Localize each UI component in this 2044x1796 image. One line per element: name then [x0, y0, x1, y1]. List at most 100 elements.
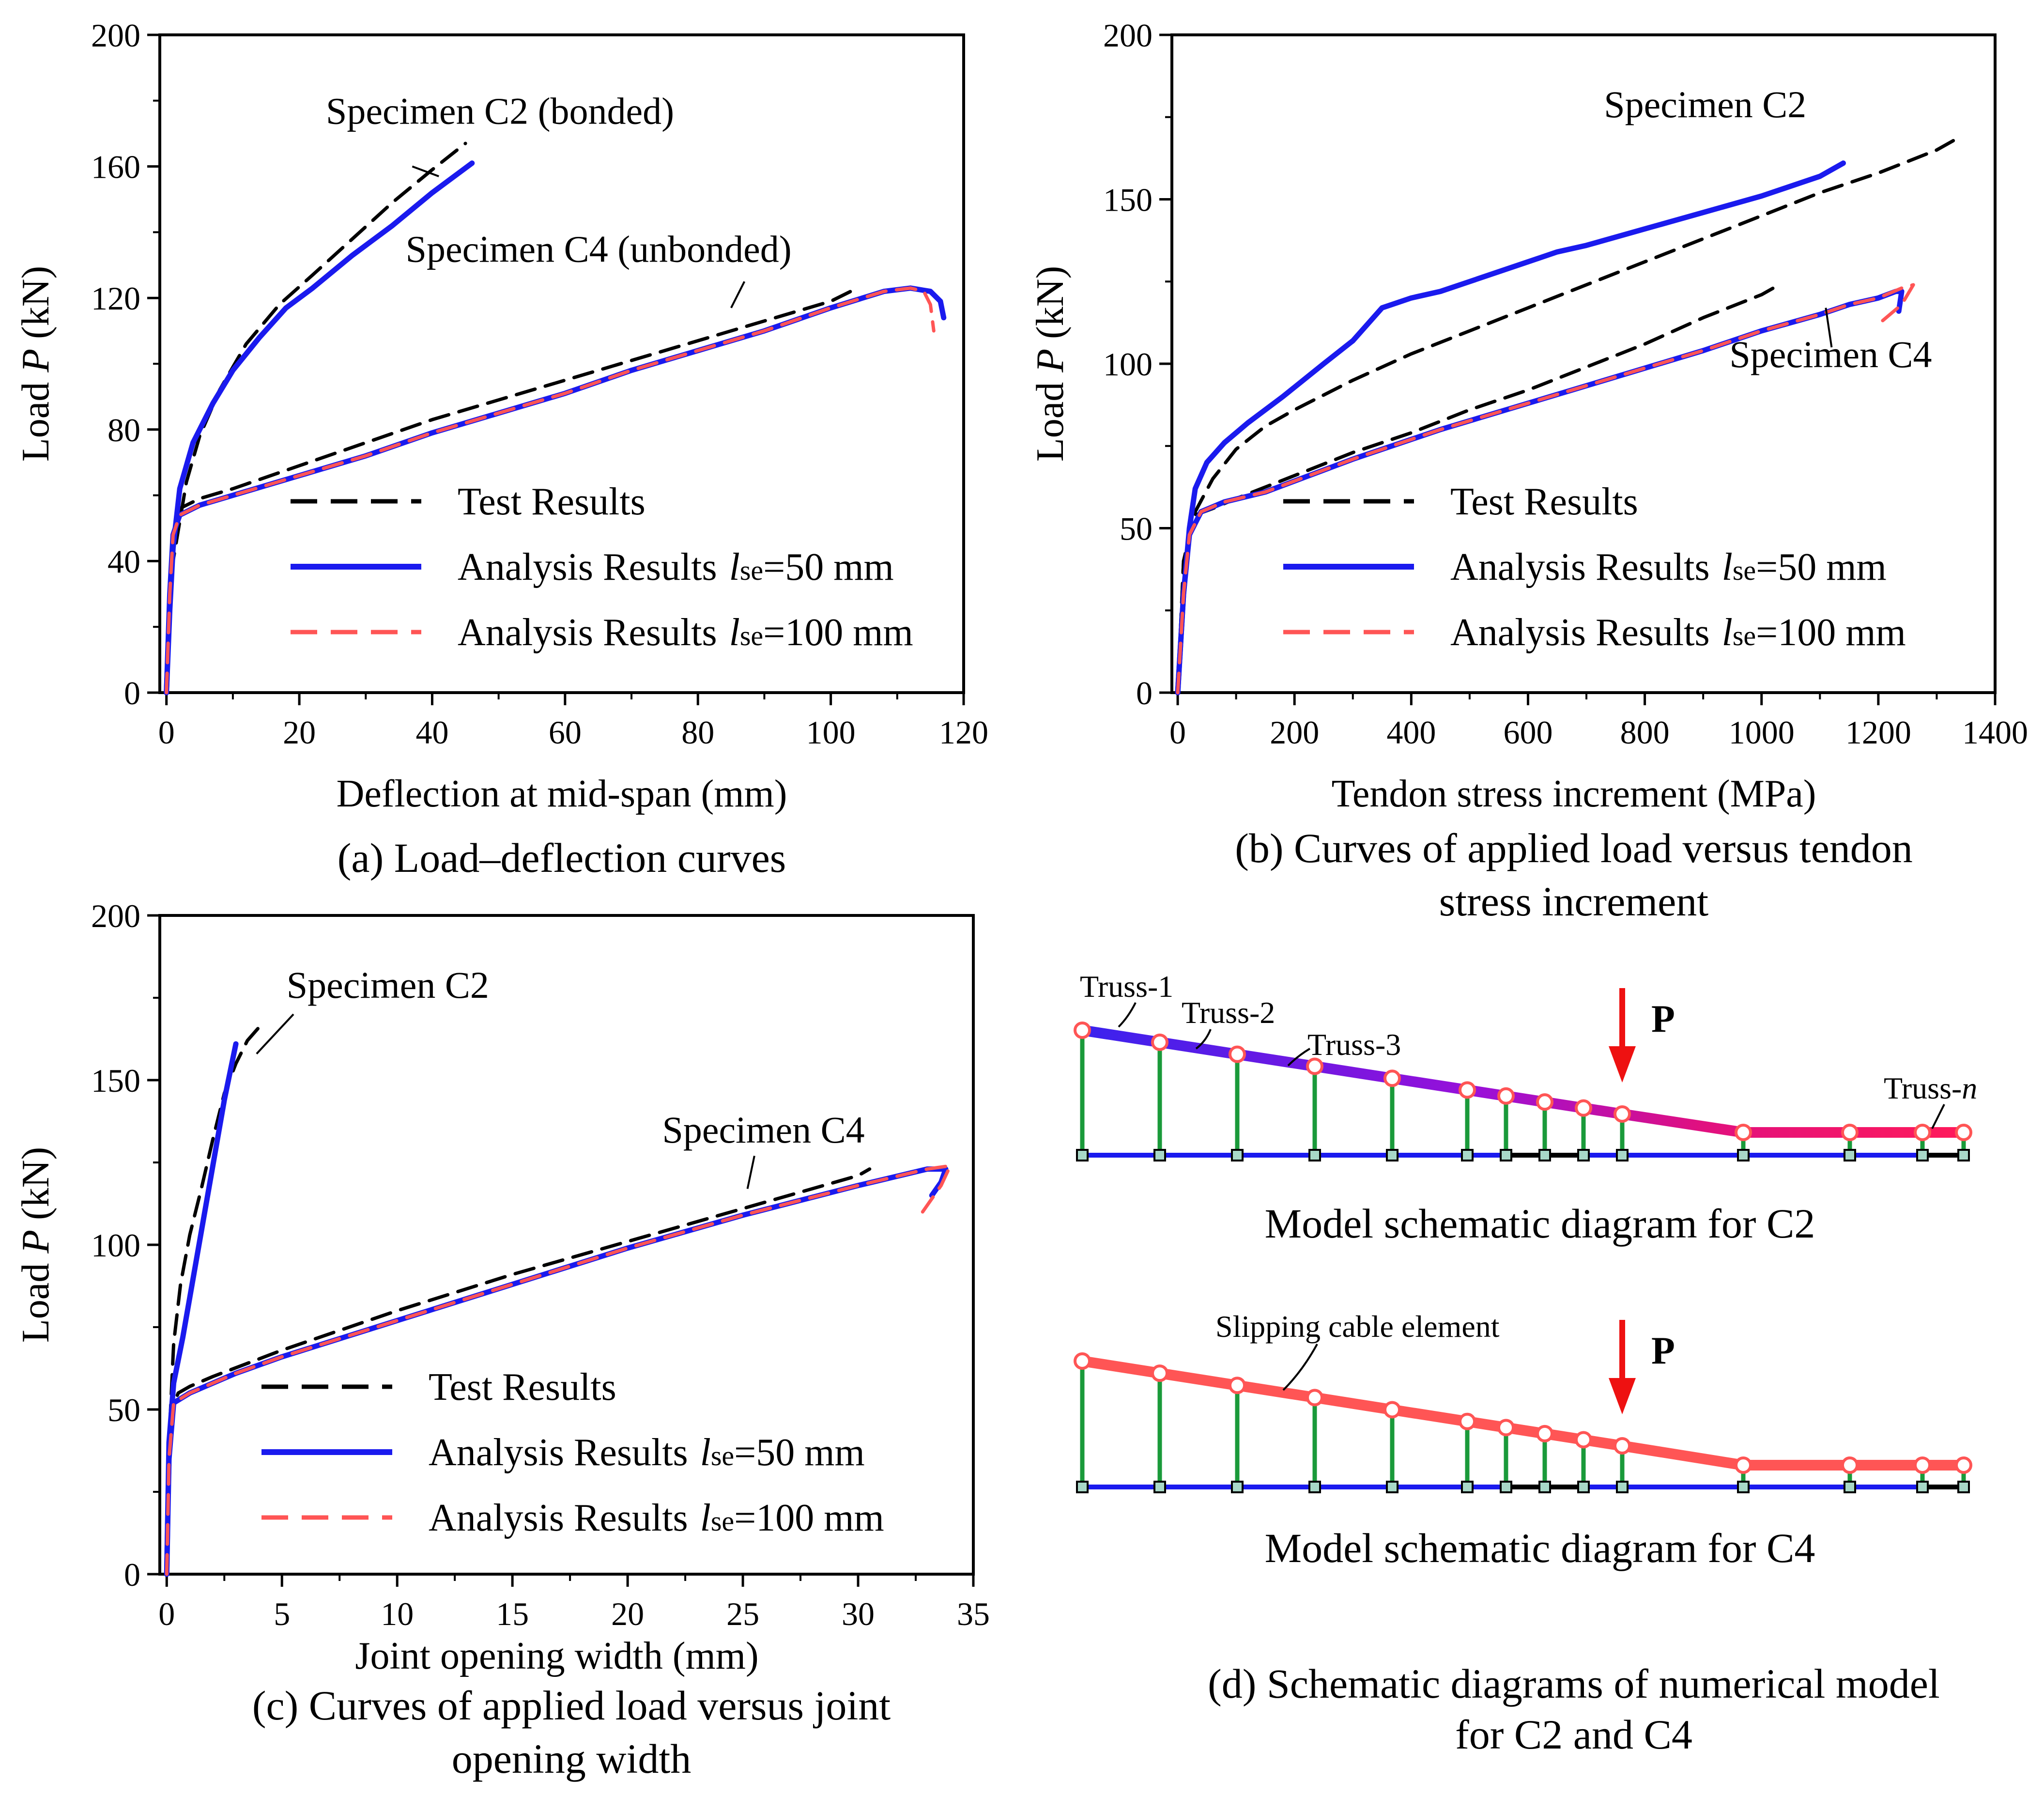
tick-marks-c — [147, 914, 975, 1587]
caption-c-line2: opening width — [452, 1735, 691, 1782]
y-axis-label-c-prefix: Load — [15, 1254, 57, 1343]
legend-a100-val: =100 mm — [734, 1497, 884, 1539]
legend-a100-label: Analysis Results lse=100 mm — [458, 611, 913, 654]
annotation-leader-a-1 — [730, 281, 746, 309]
c4-nodes — [1074, 1352, 1972, 1493]
c2-truss2-label: Truss-2 — [1182, 995, 1275, 1030]
annotation-leader-c-1 — [746, 1155, 755, 1189]
c2-truss1-label: Truss-1 — [1080, 969, 1173, 1004]
plot-frame-c — [158, 914, 975, 1576]
x-tick-label-b-0: 0 — [1169, 714, 1186, 751]
c2-trussn-leader — [1931, 1104, 1945, 1129]
c4-tendon-node-5 — [1459, 1412, 1476, 1430]
c4-tendon-node-3 — [1306, 1389, 1323, 1407]
series-line-a-1 — [165, 286, 859, 695]
c4-load-label: P — [1651, 1330, 1675, 1372]
y-axis-label-c-suffix: (kN) — [15, 1147, 57, 1230]
c2-beam-node-10 — [1737, 1149, 1750, 1161]
legend-a50-sub: se — [711, 1440, 734, 1471]
legend-a50-val: =50 mm — [734, 1431, 865, 1474]
c2-trussn-prefix: Truss- — [1884, 1071, 1962, 1105]
x-tick-label-c-0: 0 — [158, 1595, 175, 1632]
c2-tendon-node-8 — [1575, 1099, 1592, 1117]
c2-beam-node-13 — [1957, 1149, 1970, 1161]
c4-beam-node-8 — [1577, 1481, 1590, 1493]
c4-tendon — [1081, 1356, 1964, 1471]
x-tick-label-b-6: 1200 — [1845, 714, 1911, 751]
c2-arrow-head — [1609, 1046, 1636, 1083]
annotation-c-1: Specimen C4 — [662, 1109, 865, 1151]
c2-tendon-node-9 — [1614, 1105, 1631, 1123]
c2-truss1-leader — [1118, 1002, 1137, 1028]
c2-tendon-node-10 — [1735, 1124, 1752, 1141]
c2-beam-node-11 — [1844, 1149, 1856, 1161]
c2-beam-node-7 — [1538, 1149, 1551, 1161]
legend-a50-prefix: Analysis Results — [429, 1431, 688, 1474]
legend-a100-val: =100 mm — [1756, 611, 1906, 654]
c2-tendon — [1081, 1025, 1964, 1138]
y-axis-label-a: Load P (kN) — [15, 266, 57, 462]
legend-a50-sub: se — [1733, 555, 1756, 586]
c2-trussn-label: Truss-n — [1884, 1071, 1977, 1105]
legend-test-label: Test Results — [1450, 480, 1638, 523]
c2-load-arrow — [1609, 988, 1636, 1083]
y-axis-label-c-var: P — [15, 1230, 57, 1254]
y-tick-label-c-2: 100 — [91, 1227, 140, 1264]
annotation-leader-c-0 — [256, 1013, 294, 1054]
legend-a100-prefix: Analysis Results — [458, 611, 717, 654]
caption-d-line2: for C2 and C4 — [1455, 1711, 1692, 1758]
panel-a-chart: 0 20 40 60 80 100 120 0 40 80 120 160 200 Specimen C… — [15, 17, 988, 881]
c2-tendon-node-2 — [1229, 1045, 1246, 1063]
x-tick-label-a-4: 80 — [681, 714, 714, 751]
c4-beam-node-1 — [1153, 1481, 1166, 1493]
c4-beam-node-11 — [1844, 1481, 1856, 1493]
series-line-a-0 — [165, 141, 467, 695]
legend-a50-prefix: Analysis Results — [458, 546, 717, 588]
c4-slip-label: Slipping cable element — [1215, 1309, 1500, 1344]
c4-diagram-title: Model schematic diagram for C4 — [1265, 1525, 1815, 1571]
series-line-c-2 — [164, 1041, 239, 1577]
c4-tendon-node-2 — [1229, 1377, 1246, 1394]
x-tick-label-c-1: 5 — [274, 1595, 290, 1632]
panel-d-diagram: P Truss-1 Truss-2 Truss-3 Truss-n Model … — [1074, 969, 1977, 1758]
legend-a100-label: Analysis Results lse=100 mm — [1450, 611, 1906, 654]
c2-tendon-node-13 — [1955, 1124, 1972, 1141]
legend-test-label: Test Results — [458, 480, 645, 523]
legend-c: Test Results Analysis Results lse=50 mm A… — [261, 1366, 884, 1539]
series-line-c-0 — [165, 1025, 261, 1576]
y-axis-label-a-prefix: Load — [15, 372, 57, 462]
legend-a100-sub: se — [1733, 620, 1756, 651]
annotation-a-1: Specimen C4 (unbonded) — [406, 228, 792, 270]
legend-a100-l: l — [729, 611, 740, 654]
c2-beam-node-9 — [1616, 1149, 1629, 1161]
c4-tendon-node-11 — [1841, 1456, 1859, 1474]
c4-slip-leader — [1282, 1344, 1318, 1391]
legend-a100-prefix: Analysis Results — [429, 1497, 688, 1539]
y-axis-label-b: Load P (kN) — [1029, 266, 1072, 462]
y-axis-label-b-suffix: (kN) — [1029, 266, 1072, 349]
c4-tendon-node-0 — [1074, 1352, 1091, 1370]
y-tick-label-a-5: 200 — [91, 17, 140, 54]
y-tick-label-c-1: 50 — [108, 1392, 140, 1428]
c2-truss3-leader — [1287, 1048, 1311, 1067]
c4-beam-node-7 — [1538, 1481, 1551, 1493]
annotation-a-0: Specimen C2 (bonded) — [326, 90, 674, 132]
c2-beam-node-4 — [1386, 1149, 1399, 1161]
legend-a50-label: Analysis Results lse=50 mm — [429, 1431, 865, 1474]
annotation-leader-a-0 — [412, 165, 439, 177]
tick-labels-b: 0 200 400 600 800 1000 1200 1400 0 50 100 150 200 — [1103, 17, 2028, 751]
x-tick-label-c-4: 20 — [611, 1595, 644, 1632]
series-group-b — [1175, 135, 1962, 696]
x-tick-label-c-5: 25 — [726, 1595, 759, 1632]
y-axis-label-c: Load P (kN) — [15, 1147, 57, 1343]
x-tick-label-a-3: 60 — [549, 714, 582, 751]
c4-tendon-node-10 — [1735, 1456, 1752, 1474]
y-tick-label-b-2: 100 — [1103, 346, 1153, 383]
legend-a50-prefix: Analysis Results — [1450, 546, 1710, 588]
series-line-c-4 — [165, 1164, 952, 1576]
legend-a50-sub: se — [740, 555, 763, 586]
y-tick-label-a-2: 80 — [108, 412, 140, 449]
x-tick-label-a-0: 0 — [158, 714, 175, 751]
series-line-b-2 — [1175, 160, 1846, 696]
